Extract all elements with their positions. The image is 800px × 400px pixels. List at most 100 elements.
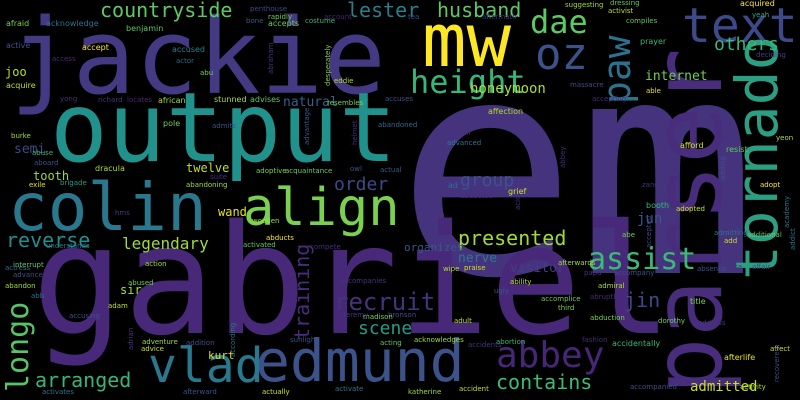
- word-natural: natural: [283, 95, 338, 110]
- word-output: output: [50, 72, 397, 184]
- word-twelve: twelve: [186, 161, 230, 175]
- word-costume: costume: [305, 17, 336, 25]
- word-adventure: adventure: [142, 338, 178, 346]
- word-access: access: [52, 55, 76, 63]
- word-eddie: eddie: [334, 77, 354, 85]
- word-edmund: edmund: [255, 327, 465, 395]
- word-training: training: [290, 243, 314, 340]
- word-jin: jin: [624, 288, 661, 312]
- word-jun: jun: [637, 211, 663, 227]
- word-afterward: afterward: [183, 388, 217, 396]
- word-actor: actor: [176, 57, 195, 65]
- word-abbey: abbey: [496, 335, 605, 376]
- word-colin: colin: [8, 169, 207, 246]
- word-abruptly: abruptly: [590, 293, 620, 301]
- word-able: able: [646, 87, 661, 95]
- word-advantage: advantage: [303, 107, 311, 145]
- word-yong: yong: [60, 95, 78, 103]
- word-adoptive: adoptive: [256, 167, 287, 175]
- word-accompanies: accompanies: [340, 277, 387, 285]
- word-adopted: adopted: [676, 205, 705, 213]
- word-jackie: jackie: [10, 0, 386, 118]
- word-accident: accident: [459, 385, 489, 393]
- word-admits: admits: [212, 122, 236, 130]
- word-recruit: recruit: [334, 288, 436, 316]
- word-absence: absence: [697, 265, 727, 273]
- word-addition: addition: [186, 339, 215, 347]
- word-others: others: [714, 34, 780, 55]
- word-longo: longo: [1, 301, 36, 392]
- word-advice: advice: [141, 345, 164, 353]
- word-acting: acting: [380, 339, 402, 347]
- word-mw: mw: [422, 0, 512, 84]
- word-countryside: countryside: [100, 0, 233, 22]
- word-acknowledges: acknowledges: [414, 336, 464, 344]
- word-locates: locates: [127, 96, 153, 104]
- word-massacre: massacre: [570, 81, 604, 89]
- word-rapidly: rapidly: [268, 13, 293, 21]
- word-zang: zang: [642, 181, 659, 189]
- word-abe: abe: [622, 231, 636, 239]
- word-afford: afford: [680, 141, 704, 150]
- word-sunlight: sunlight: [290, 336, 319, 344]
- word-group: group: [460, 170, 515, 191]
- word-additional: additional: [747, 231, 782, 239]
- word-activist: activist: [608, 7, 634, 15]
- word-advance: advance: [13, 271, 43, 279]
- word-active: active: [6, 41, 31, 50]
- word-assist: assist: [588, 242, 697, 277]
- word-acquired: acquired: [740, 0, 775, 8]
- word-activated: activated: [243, 241, 276, 249]
- word-abortion: abortion: [496, 338, 526, 346]
- word-achieve: achieve: [611, 142, 619, 170]
- word-adrian: adrian: [127, 327, 135, 350]
- word-affair: affair: [752, 263, 771, 271]
- word-adopt: adopt: [760, 181, 781, 189]
- word-visitor: visitor: [510, 261, 565, 276]
- word-actress: actress: [5, 264, 31, 272]
- word-acid: acid: [514, 195, 522, 210]
- word-understands: understands: [46, 242, 90, 250]
- word-compete: compete: [310, 243, 341, 251]
- word-abducted: abducted: [460, 192, 493, 200]
- word-presented: presented: [458, 226, 567, 250]
- word-katherine: katherine: [408, 388, 442, 396]
- word-admitted: admitted: [690, 379, 758, 395]
- word-order: order: [334, 174, 389, 195]
- word-add: add: [724, 237, 738, 245]
- word-accompany: accompany: [614, 269, 655, 277]
- word-suggesting: suggesting: [565, 1, 604, 9]
- word-willie: willie: [597, 165, 610, 205]
- word-dorothy: dorothy: [658, 317, 686, 325]
- word-tea: tea: [408, 13, 420, 21]
- word-abraham: abraham: [267, 42, 275, 74]
- word-yeah: yeah: [752, 11, 770, 19]
- word-oz: oz: [535, 29, 588, 80]
- word-honeymoon: honeymoon: [470, 81, 546, 97]
- word-nerve: nerve: [458, 251, 498, 266]
- word-abb: abb: [31, 292, 45, 300]
- word-em: em: [396, 0, 758, 344]
- word-account: account: [324, 13, 352, 21]
- word-acknowledge: acknowledge: [46, 19, 99, 28]
- word-jeremy: jeremy: [344, 311, 369, 319]
- word-affection: affection: [488, 107, 524, 116]
- word-elsa: elsa: [728, 263, 743, 271]
- word-accepting: accepting: [592, 95, 627, 103]
- word-papa: papa: [584, 269, 602, 277]
- word-advises: advises: [250, 95, 281, 104]
- word-accusing: accusing: [69, 312, 100, 320]
- word-title: title: [690, 297, 706, 306]
- word-academy: academy: [783, 195, 791, 228]
- word-activity: activity: [740, 383, 766, 391]
- word-acquire: acquire: [6, 81, 36, 90]
- word-interrupt: interrupt: [13, 261, 44, 269]
- word-suite: suite: [210, 173, 228, 181]
- word-action: action: [145, 260, 167, 268]
- word-admitting: admitting: [714, 229, 748, 237]
- word-actual: actual: [380, 166, 402, 174]
- word-accidents: accidents: [468, 341, 502, 349]
- word-fashion: fashion: [582, 336, 608, 344]
- word-deciding: deciding: [756, 51, 786, 59]
